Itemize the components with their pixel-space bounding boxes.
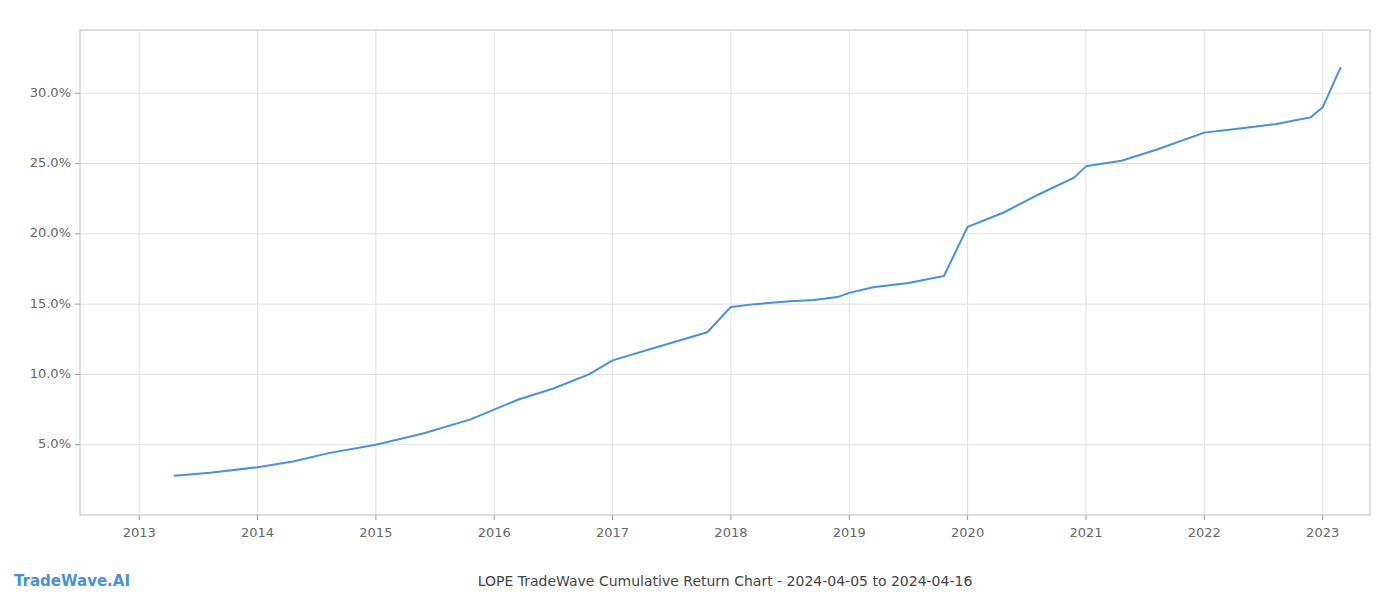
chart-container: 5.0% 10.0% 15.0% 20.0% 25.0% 30.0% 2013 2014 201… [0,0,1400,600]
title: LOPE TradeWave Cumulative Return Chart -… [478,573,973,589]
watermark: TradeWave.AI [14,572,130,590]
x-tick [612,515,613,520]
plot-data [175,68,1341,476]
y-tick [75,93,80,94]
x-tick [1322,515,1323,520]
x-tick-label: 2018 [714,525,747,540]
x-grid-line [730,30,731,515]
x-grid-line [257,30,258,515]
y-tick-label: 5.0% [38,436,71,451]
y-tick-label: 30.0% [30,85,71,100]
x-tick-label: 2015 [359,525,392,540]
y-grid-line [80,304,1370,305]
x-grid-line [375,30,376,515]
y-tick-label: 20.0% [30,225,71,240]
y-grid-line [80,444,1370,445]
plot-frame [80,30,1370,515]
x-tick-label: 2023 [1306,525,1339,540]
x-grid-line [139,30,140,515]
y-grid-line [80,163,1370,164]
y-tick [75,163,80,164]
axes: 5.0% 10.0% 15.0% 20.0% 25.0% 30.0% 2013 2014 201… [30,30,1370,540]
x-tick [730,515,731,520]
line [175,68,1341,476]
y-grid-line [80,93,1370,94]
x-tick [257,515,258,520]
x-grid-line [1204,30,1205,515]
y-tick-label: 15.0% [30,296,71,311]
x-tick [139,515,140,520]
y-grid-line [80,233,1370,234]
x-grid-line [967,30,968,515]
x-tick-label: 2013 [123,525,156,540]
x-tick [375,515,376,520]
x-tick-label: 2022 [1188,525,1221,540]
x-tick-label: 2014 [241,525,274,540]
y-grid-line [80,374,1370,375]
x-tick-label: 2019 [833,525,866,540]
grid [80,30,1370,515]
y-tick [75,304,80,305]
y-tick [75,374,80,375]
x-tick [1085,515,1086,520]
x-grid-line [1085,30,1086,515]
x-grid-line [1322,30,1323,515]
x-tick [967,515,968,520]
x-grid-line [494,30,495,515]
y-tick-label: 10.0% [30,366,71,381]
chart-svg: 5.0% 10.0% 15.0% 20.0% 25.0% 30.0% 2013 2014 201… [0,0,1400,600]
x-grid-line [849,30,850,515]
x-tick-label: 2016 [478,525,511,540]
x-tick [1204,515,1205,520]
background [0,0,1400,600]
x-tick-label: 2021 [1069,525,1102,540]
x-tick [494,515,495,520]
x-grid-line [612,30,613,515]
y-tick-label: 25.0% [30,155,71,170]
x-tick-label: 2020 [951,525,984,540]
x-tick-label: 2017 [596,525,629,540]
y-tick [75,233,80,234]
x-tick [849,515,850,520]
y-tick [75,444,80,445]
